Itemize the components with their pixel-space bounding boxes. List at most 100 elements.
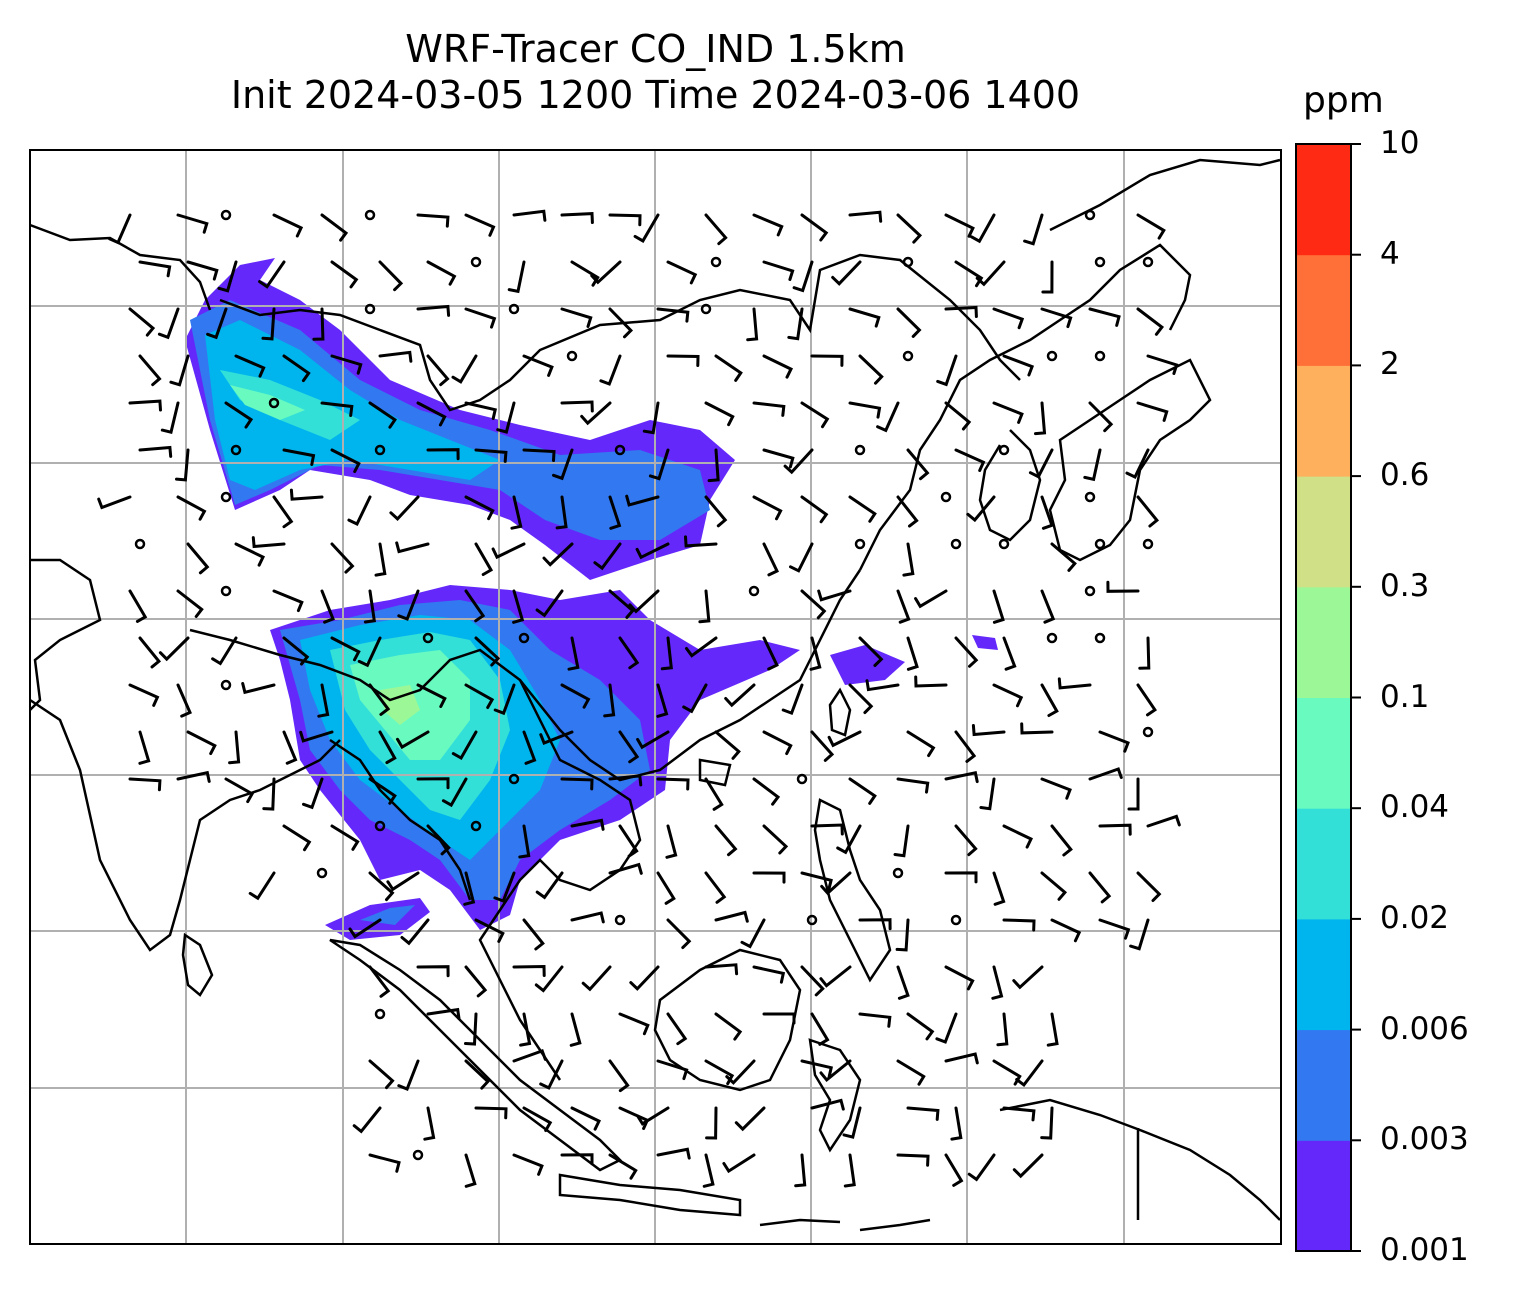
wind-barb [1040,495,1054,530]
wind-barb [1098,918,1131,940]
calm-wind-marker [470,820,482,832]
wind-barb [618,730,640,764]
wind-barb [705,1106,718,1140]
wind-barb [906,448,930,481]
wind-barb [272,495,294,529]
wind-barb [512,589,525,624]
wind-barb [320,401,354,417]
wind-barb [560,307,593,328]
wind-barb [618,636,640,670]
wind-barb [810,730,835,762]
wind-barb [1138,636,1151,670]
wind-barb [368,1059,395,1090]
wind-barb [368,871,395,902]
calm-wind-marker [1084,585,1096,597]
calm-wind-marker [950,914,962,926]
wind-barb [800,589,827,620]
wind-barb [423,1106,436,1141]
colorbar-segment [1296,365,1351,477]
wind-barb [992,401,1024,424]
wind-barb [320,213,349,242]
coast-russia-ne [1049,158,1281,232]
plume-patch-ne-small [972,635,998,650]
wind-barb [474,636,501,667]
colorbar-segment [1296,254,1351,366]
calm-wind-marker [1142,538,1154,550]
wind-barb [896,965,910,1000]
wind-barb [704,777,724,811]
colorbar-tick-label: 0.6 [1380,457,1430,494]
wind-barb [762,824,789,855]
wind-barb [608,307,634,339]
wind-barb [1083,448,1102,482]
wind-barb [474,448,508,463]
wind-barb [464,307,497,329]
wind-barb [858,354,884,385]
wind-barb [347,495,372,527]
wind-barb [186,260,219,281]
wind-barb [560,400,594,413]
calm-wind-marker [902,350,914,362]
wind-barb [1040,683,1059,717]
wind-barb [714,1012,743,1041]
wind-barb [138,445,173,458]
wind-barb [464,495,495,521]
calm-wind-marker [508,303,520,315]
coast-china-east [858,243,1192,571]
wind-barb [282,824,312,852]
wind-barb [992,307,1025,330]
wind-barb [400,918,430,946]
calm-wind-marker [940,491,952,503]
wind-barb [954,636,979,668]
calm-wind-marker [806,914,818,926]
colorbar-tick-label: 2 [1380,346,1400,383]
wind-barb [789,542,814,573]
wind-barb [635,542,670,560]
wind-barb [474,1106,508,1120]
wind-barb [560,777,594,791]
wind-barb [991,965,1004,1000]
wind-barb [810,354,844,367]
wind-barb [656,1059,689,1081]
wind-barb [330,260,359,289]
calm-wind-marker [748,585,760,597]
wind-barb [158,636,190,662]
wind-barb [1136,683,1157,717]
calm-wind-marker [892,867,904,879]
wind-barb [522,730,537,765]
wind-barb [666,260,698,285]
wind-barb [512,1153,544,1176]
wind-barb [944,1153,964,1187]
wind-barb [685,636,718,658]
wind-barb [660,636,673,671]
wind-barb [656,1147,691,1160]
wind-barb [368,965,391,998]
wind-barb [858,1012,892,1028]
tracer-plume-layer [185,258,998,940]
coast-lesser-sunda [759,1218,931,1232]
wind-barb [865,679,900,692]
wind-barb [128,683,160,707]
wind-barb [241,682,276,695]
wind-barb [234,542,266,567]
wind-barb [474,918,505,943]
wind-barb [128,589,148,623]
wind-barb [666,1012,688,1046]
wind-barb [512,209,547,222]
wind-barb [992,683,1024,708]
wind-barb [800,871,833,891]
wind-barb [169,354,190,387]
colorbar-tick-label: 0.04 [1380,789,1450,826]
wind-barb [138,260,172,278]
colorbar-segment [1296,697,1351,809]
colorbar-tick-label: 0.001 [1380,1232,1469,1268]
wind-barb [464,401,497,420]
wind-barb [416,965,450,978]
wind-barb [282,448,316,466]
colorbar-segment [1296,1029,1351,1141]
wind-barb [175,448,190,482]
wind-barb [416,683,447,708]
wind-barb [971,724,1006,737]
wind-barb [970,213,996,244]
wind-barb [289,488,324,501]
